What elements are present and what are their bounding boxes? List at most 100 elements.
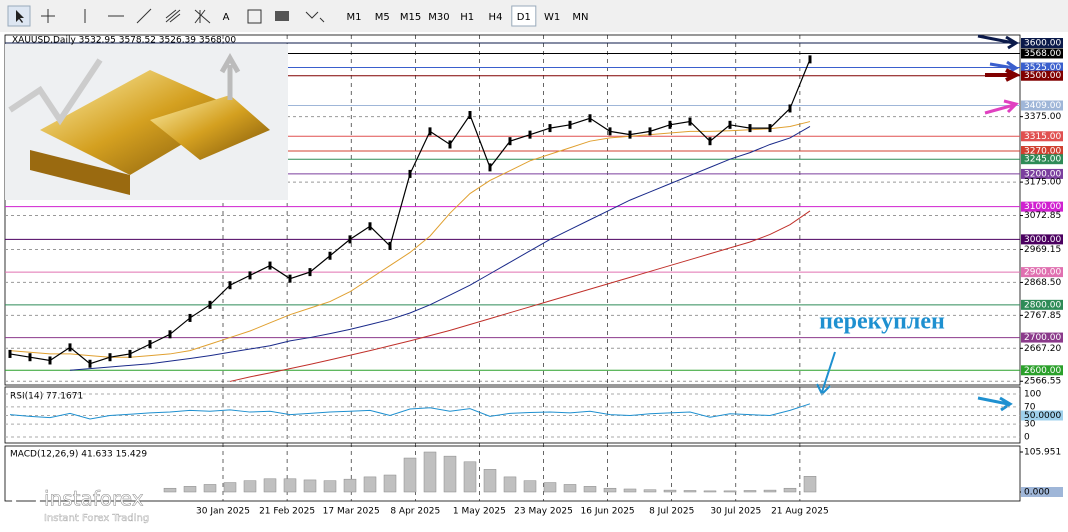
rsi-tick-label: 50.0000 (1024, 411, 1061, 421)
macd-bar (243, 480, 257, 493)
candle (228, 281, 232, 290)
level-label-bg (1021, 38, 1063, 48)
macd-bar (503, 476, 517, 493)
channel-icon[interactable] (165, 9, 181, 23)
candle (668, 120, 672, 129)
timeframe-button[interactable]: D1 (517, 12, 531, 23)
level-label-bg (1021, 131, 1063, 142)
price-label: 3315.00 (1024, 132, 1061, 142)
candle (808, 55, 812, 64)
arrow (984, 99, 1019, 115)
candle (528, 130, 532, 139)
price-label: 3072.85 (1024, 211, 1061, 221)
cursor-icon (16, 10, 24, 23)
candle (248, 271, 252, 280)
picture-arrow (8, 58, 103, 126)
brand-logo (12, 486, 40, 514)
level-label-bg (1021, 48, 1063, 59)
candle (88, 359, 92, 368)
date-label: 8 Apr 2025 (390, 507, 440, 517)
macd-bar (263, 478, 277, 493)
price-label: 3200.00 (1024, 169, 1061, 179)
macd-bar (183, 486, 197, 493)
fibo-icon[interactable] (194, 9, 211, 24)
candle (728, 120, 732, 129)
timeframe-button[interactable]: W1 (544, 12, 560, 23)
timeframe-button[interactable]: H1 (460, 12, 474, 23)
price-label: 2600.00 (1024, 366, 1061, 376)
macd-label-bg (1021, 487, 1063, 497)
macd-bar (743, 490, 757, 493)
macd-bar (203, 484, 217, 493)
plot (8, 55, 812, 382)
macd-bar (783, 487, 797, 493)
macd-bar (523, 480, 537, 493)
price-label: 3270.00 (1024, 147, 1061, 157)
gold-bar (40, 70, 240, 175)
level-label-bg (1021, 267, 1063, 278)
candle (268, 261, 272, 270)
gold-bar (150, 95, 270, 160)
date-label: 8 Jul 2025 (649, 507, 694, 517)
candle (688, 117, 692, 126)
date-label: 30 Jul 2025 (710, 507, 761, 517)
candle (368, 222, 372, 231)
macd-bar (423, 451, 437, 493)
rsi-label-bg (1021, 410, 1063, 421)
moving-average (229, 210, 811, 382)
candle (8, 349, 12, 358)
text-tool[interactable]: A (223, 12, 230, 23)
macd-tick-label: 0.000 (1024, 488, 1050, 498)
candle (768, 124, 772, 133)
price-label: 3500.00 (1024, 71, 1061, 81)
macd-bar (343, 478, 357, 493)
macd-bar (223, 482, 237, 493)
price-label: 3568.00 (1024, 49, 1061, 59)
crosshair-icon[interactable] (41, 9, 55, 23)
candle (748, 124, 752, 133)
price-label: 3525.00 (1024, 63, 1061, 73)
brand-tagline: Instant Forex Trading (44, 513, 149, 524)
candle (308, 268, 312, 277)
candle (428, 127, 432, 136)
arrow (985, 68, 1021, 82)
macd-bar (723, 490, 737, 493)
timeframe-button[interactable]: M1 (347, 12, 362, 23)
macd-bar (563, 484, 577, 493)
trend-icon[interactable] (136, 8, 152, 24)
rsi-line (9, 403, 811, 420)
candle (68, 343, 72, 352)
date-label: 21 Feb 2025 (259, 507, 315, 517)
candle (48, 356, 52, 365)
macd-bar (803, 476, 817, 493)
macd-bar (463, 461, 477, 493)
rect-tool[interactable] (275, 11, 289, 21)
price-label: 3375.00 (1024, 112, 1061, 122)
price-label: 2767.85 (1024, 311, 1061, 321)
level-label-bg (1021, 168, 1063, 179)
price-label: 2667.20 (1024, 344, 1061, 354)
macd-bar (163, 487, 177, 493)
macd-bar (703, 490, 717, 493)
price-label: 3245.00 (1024, 155, 1061, 165)
label-tool[interactable] (247, 9, 262, 24)
timeframe-button[interactable]: M30 (428, 12, 449, 23)
candle (628, 130, 632, 139)
timeframe-button[interactable]: H4 (489, 12, 503, 23)
level-label-bg (1021, 154, 1063, 165)
price-label: 2900.00 (1024, 268, 1061, 278)
candle (128, 349, 132, 358)
candle (388, 241, 392, 250)
timeframe-button[interactable]: MN (572, 12, 588, 23)
price-label: 3000.00 (1024, 235, 1061, 245)
price-label: 2800.00 (1024, 300, 1061, 310)
arrows-tool[interactable] (305, 11, 325, 23)
macd-bar (583, 486, 597, 493)
timeframe-button[interactable]: M15 (400, 12, 421, 23)
toolbar-icons: A M1 M5 M15 M30 H1 H4 D1 W1 MN (7, 5, 588, 27)
timeframe-button[interactable]: M5 (375, 12, 390, 23)
price-label: 3409.00 (1024, 101, 1061, 111)
macd-label: MACD(12,26,9) 41.633 15.429 (10, 450, 147, 460)
